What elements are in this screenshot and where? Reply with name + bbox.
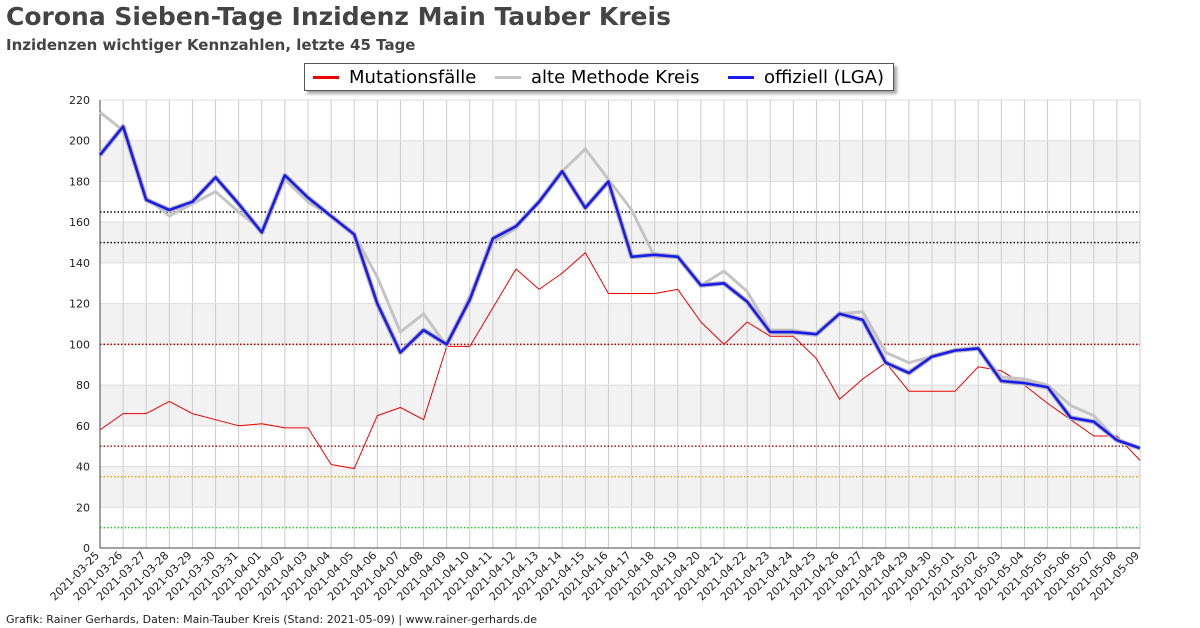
legend-label-alte-methode: alte Methode Kreis xyxy=(531,66,700,88)
x-tick-labels: 2021-03-252021-03-262021-03-272021-03-28… xyxy=(48,549,1142,603)
legend: Mutationsfälle alte Methode Kreis offizi… xyxy=(304,63,894,91)
y-tick-labels: 0 20 40 60 80 100 120 140 160 180 200 220 xyxy=(69,94,90,555)
vertical-gridlines xyxy=(99,100,1141,548)
series-line-offiziell xyxy=(98,125,1141,450)
y-tick-label: 220 xyxy=(69,94,90,107)
y-tick-label: 200 xyxy=(69,135,90,148)
data-series xyxy=(98,111,1141,470)
legend-item-offiziell: offiziell (LGA) xyxy=(728,64,884,90)
axes xyxy=(99,100,1140,549)
band xyxy=(100,303,1140,345)
background-bands xyxy=(100,140,1140,508)
y-tick-label: 100 xyxy=(69,338,90,351)
y-tick-label: 0 xyxy=(83,542,90,555)
y-tick-label: 160 xyxy=(69,216,90,229)
y-tick-label: 40 xyxy=(76,461,90,474)
horizontal-gridlines xyxy=(100,99,1140,549)
y-tick-label: 20 xyxy=(76,501,90,514)
band xyxy=(100,385,1140,426)
y-tick-label: 80 xyxy=(76,379,90,392)
series-line-mutationsfaelle xyxy=(99,252,1141,470)
y-tick-label: 120 xyxy=(69,298,90,311)
legend-swatch-offiziell xyxy=(728,75,754,79)
y-tick-label: 140 xyxy=(69,257,90,270)
legend-label-offiziell: offiziell (LGA) xyxy=(764,66,884,88)
band xyxy=(100,140,1140,182)
band xyxy=(100,222,1140,263)
y-tick-label: 60 xyxy=(76,420,90,433)
legend-swatch-alte-methode xyxy=(495,75,521,79)
legend-item-mutationsfaelle: Mutationsfälle xyxy=(313,64,476,90)
legend-label-mutationsfaelle: Mutationsfälle xyxy=(349,66,477,88)
footer-credit: Grafik: Rainer Gerhards, Daten: Main-Tau… xyxy=(6,613,538,626)
band xyxy=(100,466,1140,508)
chart-subtitle: Inzidenzen wichtiger Kennzahlen, letzte … xyxy=(6,36,416,54)
y-tick-label: 180 xyxy=(69,175,90,188)
legend-item-alte-methode: alte Methode Kreis xyxy=(495,64,699,90)
legend-swatch-mutationsfaelle xyxy=(313,75,339,79)
chart-title: Corona Sieben-Tage Inzidenz Main Tauber … xyxy=(6,2,671,31)
